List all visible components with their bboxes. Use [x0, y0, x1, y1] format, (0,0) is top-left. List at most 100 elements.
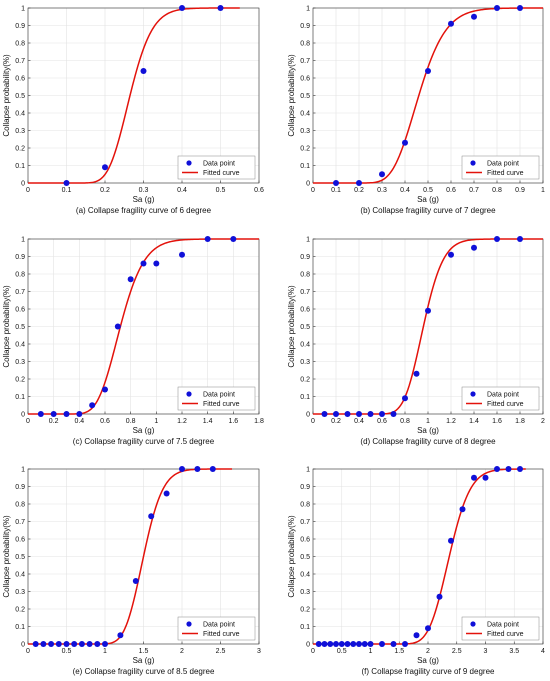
legend-label-data-point: Data point — [487, 621, 519, 628]
x-tick-label: 0.2 — [49, 418, 59, 425]
fitted-curve-line — [28, 7, 240, 184]
y-tick-label: 0.1 — [300, 394, 310, 401]
x-tick-label: 2 — [541, 418, 545, 425]
y-tick-label: 0.3 — [15, 128, 25, 135]
data-point — [505, 466, 512, 472]
fitted-curve-line — [313, 7, 543, 184]
plot-frame — [312, 7, 544, 184]
y-tick-label: 0.5 — [300, 554, 310, 561]
y-tick-label: 0.1 — [15, 624, 25, 631]
legend-label-data-point: Data point — [487, 160, 519, 167]
plot-frame — [312, 468, 544, 645]
data-point — [379, 411, 385, 417]
legend-label-data-point: Data point — [203, 621, 235, 628]
data-point — [94, 641, 101, 647]
data-point — [482, 474, 489, 481]
y-tick-label: 0.3 — [300, 128, 310, 135]
x-tick-label: 0.4 — [177, 187, 187, 194]
data-point — [55, 641, 62, 647]
y-tick-label: 1 — [306, 5, 310, 12]
x-tick-label: 2 — [426, 648, 430, 655]
y-axis-label: Collapse probability(%) — [2, 285, 11, 368]
plot-frame — [27, 468, 260, 645]
data-point — [321, 641, 328, 647]
x-tick-label: 1.6 — [492, 418, 502, 425]
y-tick-label: 1 — [21, 5, 25, 12]
data-point — [163, 490, 170, 497]
data-point — [356, 641, 362, 647]
x-tick-label: 2 — [180, 648, 184, 655]
data-point — [471, 474, 477, 481]
data-point — [350, 641, 357, 647]
legend: Data point Fitted curve — [461, 616, 540, 641]
y-tick-label: 0.8 — [300, 501, 310, 508]
legend-marker-data-point — [470, 621, 476, 627]
data-point — [517, 5, 523, 11]
x-tick-label: 0.6 — [446, 187, 456, 194]
y-tick-label: 0.6 — [300, 306, 310, 313]
y-tick-label: 0.9 — [15, 484, 25, 491]
y-tick-label: 0.7 — [15, 58, 25, 65]
data-point — [32, 641, 39, 647]
data-point — [448, 20, 454, 27]
data-point — [179, 251, 185, 258]
x-tick-label: 1.4 — [469, 418, 479, 425]
y-tick-label: 0.3 — [300, 589, 310, 596]
plot-frame — [312, 238, 544, 415]
data-point — [140, 68, 147, 74]
x-tick-label: 0.3 — [377, 187, 387, 194]
chart-panel-3: 0 0.1 0.2 0.3 0.4 0.5 0.6 0.7 0.8 0.9 1 0 0.2 0.4 0.6 0… — [2, 236, 264, 446]
data-point — [494, 5, 500, 11]
y-tick-label: 0.8 — [300, 40, 310, 47]
y-tick-label: 0.4 — [300, 341, 310, 348]
x-tick-label: 4 — [541, 648, 545, 655]
legend-label-data-point: Data point — [203, 391, 235, 398]
data-point — [132, 578, 139, 584]
chart-panel-5: 0 0.1 0.2 0.3 0.4 0.5 0.6 0.7 0.8 0.9 1 0 0.5 1 1.5 2 2.… — [2, 466, 261, 676]
y-tick-label: 0.6 — [15, 75, 25, 82]
x-tick-label: 0 — [26, 187, 30, 194]
fitted-curve-line — [313, 238, 543, 415]
data-point — [390, 411, 397, 417]
x-tick-label: 1.4 — [203, 418, 213, 425]
x-tick-label: 0.5 — [216, 187, 226, 194]
x-axis-label: Sa (g) — [133, 195, 155, 204]
data-point — [413, 370, 420, 377]
x-tick-label: 0 — [26, 418, 30, 425]
x-tick-label: 1 — [426, 418, 430, 425]
data-point — [448, 251, 454, 258]
data-point — [217, 5, 224, 11]
y-tick-label: 0.2 — [15, 145, 25, 152]
panel-caption: (d) Collapse fragility curve of 8 degree — [360, 437, 496, 446]
y-tick-label: 0.5 — [300, 93, 310, 100]
y-tick-label: 0.2 — [300, 606, 310, 613]
chart-panel-6: 0 0.1 0.2 0.3 0.4 0.5 0.6 0.7 0.8 0.9 1 0 0.5 1 1.5 2 2.… — [287, 466, 545, 676]
x-tick-label: 2.5 — [452, 648, 462, 655]
x-tick-label: 1.2 — [446, 418, 456, 425]
data-point — [71, 641, 78, 647]
data-point — [76, 411, 83, 417]
data-point — [379, 641, 385, 647]
y-tick-label: 1 — [306, 236, 310, 243]
y-tick-label: 0.9 — [15, 254, 25, 261]
y-tick-label: 0.7 — [15, 289, 25, 296]
data-point — [413, 632, 420, 639]
data-point — [230, 236, 237, 242]
x-axis-label: Sa (g) — [133, 656, 155, 665]
legend-label-fitted-curve: Fitted curve — [487, 631, 524, 638]
x-tick-label: 0 — [311, 187, 315, 194]
data-point — [333, 180, 339, 186]
x-tick-label: 0.7 — [469, 187, 479, 194]
y-axis-label: Collapse probability(%) — [287, 515, 296, 598]
y-tick-label: 0.7 — [300, 58, 310, 65]
plot-frame — [27, 238, 260, 415]
data-point — [494, 236, 500, 242]
x-tick-label: 3 — [484, 648, 488, 655]
x-tick-label: 1 — [103, 648, 107, 655]
data-point — [448, 537, 454, 544]
y-tick-label: 0.7 — [15, 519, 25, 526]
y-tick-label: 1 — [21, 466, 25, 473]
data-point — [356, 180, 362, 186]
data-point — [517, 236, 523, 242]
data-point — [344, 411, 351, 417]
